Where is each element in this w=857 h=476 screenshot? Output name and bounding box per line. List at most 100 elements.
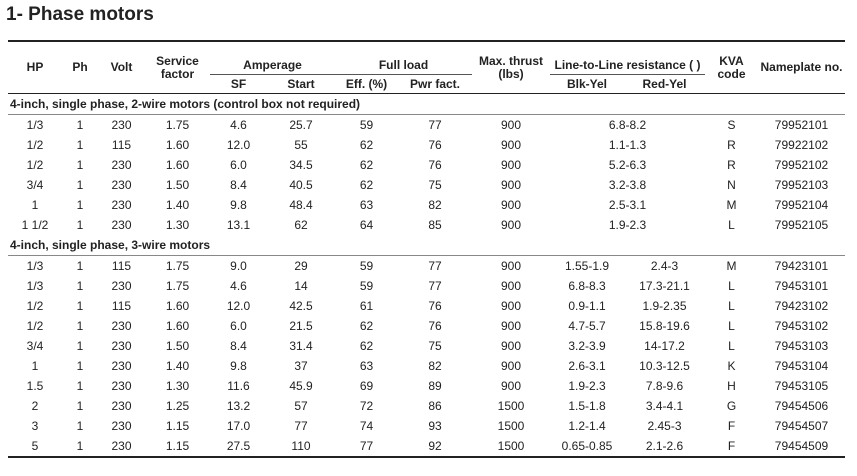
data-row: 1/3 1 230 1.75 4.6 25.7 59 77 900 6.8-8.2 S 7995210… <box>8 115 845 136</box>
header-cell: HP <box>8 40 62 94</box>
data-cell: 1.2-1.4 <box>568 419 606 433</box>
data-cell: 2.4-3 <box>650 259 679 273</box>
data-cell: 34.5 <box>289 158 313 172</box>
data-cell: 1.5 <box>26 379 44 393</box>
header-cell: SF <box>210 74 267 94</box>
data-cell: 1 <box>76 198 84 212</box>
data-cell: 62 <box>359 138 374 152</box>
data-cell: 1.60 <box>165 299 190 313</box>
data-cell: 1/3 <box>26 259 44 273</box>
data-cell: 3.2-3.9 <box>568 339 606 353</box>
data-cell: 230 <box>111 279 132 293</box>
data-cell: 1.60 <box>165 319 190 333</box>
data-cell: 230 <box>111 178 132 192</box>
data-cell: 61 <box>359 299 374 313</box>
data-cell: 1 1/2 <box>21 218 49 232</box>
header-cell: Volt <box>98 40 145 94</box>
data-cell: 1 <box>76 339 84 353</box>
data-cell: 11.6 <box>227 379 250 393</box>
data-cell: 6.0 <box>230 319 247 333</box>
data-cell: 3/4 <box>26 339 44 353</box>
data-cell: 63 <box>359 359 374 373</box>
data-row: 1/2 1 115 1.60 12.0 42.5 61 76 900 0.9-1.1 1.9-2.3… <box>8 296 845 316</box>
header-cell: Pwr fact. <box>398 74 472 94</box>
data-cell: 13.1 <box>226 218 251 232</box>
data-cell: 1 <box>76 319 84 333</box>
data-cell: 4.6 <box>230 279 247 293</box>
data-cell: 900 <box>500 259 522 273</box>
data-cell: 4.7-5.7 <box>568 319 606 333</box>
data-cell: 230 <box>111 218 132 232</box>
data-cell: 2.5-3.1 <box>608 198 647 212</box>
data-cell: 1 <box>76 118 84 132</box>
data-cell: 1500 <box>497 399 525 413</box>
data-cell: M <box>726 198 737 212</box>
data-row: 5 1 230 1.15 27.5 110 77 92 1500 0.65-0.85 2.1-2.6… <box>8 436 845 458</box>
data-cell: 77 <box>428 118 442 132</box>
data-cell: 76 <box>428 319 442 333</box>
header-cell: Line-to-Line resistance ( ) <box>550 40 705 75</box>
header-cell: Nameplate no. <box>758 40 845 94</box>
data-cell: 74 <box>359 419 374 433</box>
data-cell: 1.50 <box>165 339 190 353</box>
data-cell: 62 <box>359 178 374 192</box>
header-cell: Red-Yel <box>624 74 705 94</box>
data-cell: 1.30 <box>165 218 190 232</box>
data-cell: 900 <box>500 279 522 293</box>
data-cell: 900 <box>500 178 522 192</box>
data-cell: 21.5 <box>289 319 313 333</box>
data-cell: 115 <box>111 299 132 313</box>
data-cell: 89 <box>428 379 442 393</box>
data-cell: 1.60 <box>165 158 190 172</box>
data-cell: 1.1-1.3 <box>608 138 647 152</box>
data-cell: 1 <box>62 436 98 458</box>
data-row: 1/3 1 230 1.75 4.6 14 59 77 900 6.8-8.3 17.3-21.1 L… <box>8 276 845 296</box>
data-row: 1/2 1 230 1.60 6.0 34.5 62 76 900 5.2-6.3 R 7995210… <box>8 155 845 175</box>
data-cell: 1 <box>76 299 84 313</box>
data-cell: 59 <box>359 259 374 273</box>
data-cell: 1 <box>31 198 39 212</box>
data-cell: 79952104 <box>774 198 829 212</box>
section-title: 4-inch, single phase, 2-wire motors (con… <box>8 93 845 115</box>
data-cell: 2.6-3.1 <box>568 359 606 373</box>
data-cell: 79952105 <box>774 218 829 232</box>
header-row: SF Start Eff. (%) Pwr fact. Blk-Yel Red-Yel <box>8 74 845 94</box>
table-body: 4-inch, single phase, 2-wire motors (con… <box>8 93 845 458</box>
data-cell: S <box>727 118 736 132</box>
data-row: 2 1 230 1.25 13.2 57 72 86 1500 1.5-1.8 3.4-4.1 G 79… <box>8 396 845 416</box>
header-cell: Blk-Yel <box>550 74 624 94</box>
data-cell: 40.5 <box>289 178 313 192</box>
section-row: 4-inch, single phase, 2-wire motors (con… <box>8 93 845 115</box>
data-cell: 14 <box>294 279 308 293</box>
data-cell: 3/4 <box>26 178 44 192</box>
data-cell: 1/2 <box>26 158 44 172</box>
data-cell: 62 <box>359 339 374 353</box>
data-cell: 2.45-3 <box>647 419 682 433</box>
data-cell: 1.55-1.9 <box>564 259 610 273</box>
data-cell: 1/3 <box>26 279 44 293</box>
data-cell: 1 <box>76 259 84 273</box>
data-cell: L <box>728 279 735 293</box>
data-cell: 1.15 <box>145 436 210 458</box>
data-cell: 1/2 <box>26 319 44 333</box>
data-row: 1 1 230 1.40 9.8 48.4 63 82 900 2.5-3.1 M 79952104 <box>8 195 845 215</box>
data-cell: 900 <box>500 299 522 313</box>
motor-table: HP Ph Volt Service factor Amperage Full load M… <box>8 40 845 458</box>
data-cell: 900 <box>500 218 522 232</box>
header-row: HP Ph Volt Service factor Amperage Full load M… <box>8 40 845 94</box>
data-cell: 72 <box>359 399 374 413</box>
data-cell: 59 <box>359 118 374 132</box>
data-cell: 230 <box>98 436 145 458</box>
data-cell: 900 <box>500 379 522 393</box>
data-cell: 76 <box>428 299 442 313</box>
data-cell: L <box>728 319 735 333</box>
data-cell: G <box>726 399 737 413</box>
data-cell: 62 <box>359 158 374 172</box>
header-cell: Service factor <box>145 40 210 94</box>
data-cell: 79423101 <box>774 259 829 273</box>
data-row: 3/4 1 230 1.50 8.4 40.5 62 75 900 3.2-3.8 N 7995210… <box>8 175 845 195</box>
data-cell: 1500 <box>472 436 550 458</box>
data-row: 1 1 230 1.40 9.8 37 63 82 900 2.6-3.1 10.3-12.5 K 79… <box>8 356 845 376</box>
header-cell: Amperage <box>210 40 335 75</box>
data-cell: 86 <box>428 399 442 413</box>
